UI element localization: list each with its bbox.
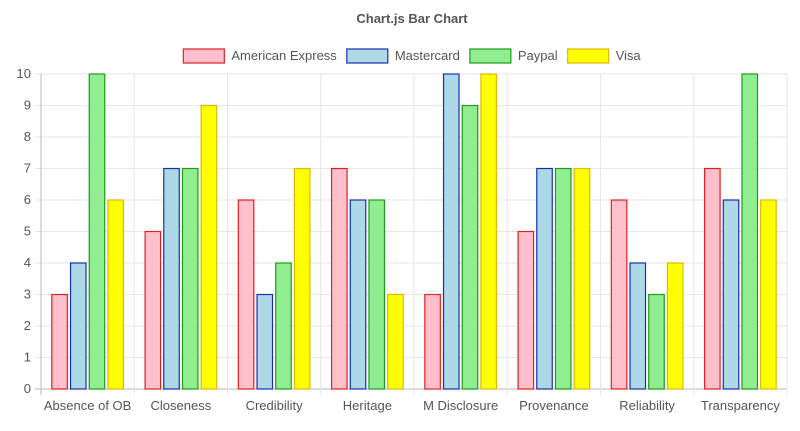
legend-label: Paypal [518, 48, 558, 63]
bar-american-express[interactable] [517, 230, 535, 390]
legend-swatch-american-express[interactable] [182, 48, 225, 64]
bar-american-express[interactable] [51, 293, 68, 390]
bar-mastercard[interactable] [349, 199, 367, 390]
bar-paypal[interactable] [554, 167, 572, 390]
bar-american-express[interactable] [237, 199, 255, 390]
bar-paypal[interactable] [181, 167, 199, 390]
bar-visa[interactable] [200, 104, 218, 390]
legend-label: Visa [616, 48, 642, 63]
y-tick-label: 8 [24, 129, 31, 144]
y-tick-label: 7 [24, 161, 31, 176]
bar-american-express[interactable] [330, 167, 348, 390]
bar-paypal[interactable] [88, 73, 106, 390]
bar-mastercard[interactable] [163, 167, 180, 390]
bar-paypal[interactable] [275, 262, 292, 390]
bar-american-express[interactable] [424, 293, 441, 390]
y-tick-label: 3 [24, 287, 31, 302]
bar-visa[interactable] [573, 167, 591, 390]
bar-paypal[interactable] [368, 199, 386, 390]
bar-visa[interactable] [480, 73, 498, 390]
y-axis: 0 1 2 3 4 5 6 7 8 9 10 [17, 66, 31, 396]
x-tick-label: Reliability [619, 398, 675, 413]
y-tick-label: 1 [24, 350, 31, 365]
y-tick-label: 5 [24, 224, 31, 239]
bar-visa[interactable] [293, 167, 311, 390]
bar-visa[interactable] [107, 199, 125, 390]
bar-american-express[interactable] [703, 167, 721, 390]
x-tick-label: Heritage [343, 398, 392, 413]
legend-swatch-visa[interactable] [567, 48, 610, 64]
bar-american-express[interactable] [144, 230, 162, 390]
bar-paypal[interactable] [461, 104, 479, 390]
x-axis: Absence of OB Closeness Credibility Heritag… [44, 398, 780, 413]
bar-american-express[interactable] [610, 199, 628, 390]
x-tick-label: Absence of OB [44, 398, 131, 413]
bar-mastercard[interactable] [629, 262, 647, 390]
x-tick-label: Credibility [246, 398, 304, 413]
x-tick-label: Closeness [151, 398, 212, 413]
bar-mastercard[interactable] [256, 293, 274, 390]
bar-paypal[interactable] [741, 73, 759, 390]
y-tick-label: 9 [24, 98, 31, 113]
bars [51, 73, 777, 390]
x-tick-label: M Disclosure [423, 398, 498, 413]
y-tick-label: 2 [24, 318, 31, 333]
y-tick-label: 6 [24, 192, 31, 207]
bar-visa[interactable] [666, 262, 684, 390]
bar-paypal[interactable] [648, 293, 665, 390]
bar-mastercard[interactable] [536, 167, 553, 390]
chart-title: Chart.js Bar Chart [356, 11, 468, 26]
legend-swatch-paypal[interactable] [469, 48, 512, 64]
y-tick-label: 4 [24, 255, 31, 270]
x-tick-label: Provenance [519, 398, 588, 413]
legend-label: Mastercard [395, 48, 460, 63]
x-tick-label: Transparency [701, 398, 780, 413]
legend-swatch-mastercard[interactable] [346, 48, 389, 64]
y-tick-label: 0 [24, 381, 31, 396]
legend-label: American Express [231, 48, 337, 63]
legend: American Express Mastercard Paypal Visa [182, 48, 642, 64]
y-tick-label: 10 [17, 66, 31, 81]
bar-visa[interactable] [387, 293, 404, 390]
bar-mastercard[interactable] [69, 262, 87, 390]
bar-mastercard[interactable] [442, 73, 460, 390]
bar-visa[interactable] [760, 199, 777, 390]
bar-mastercard[interactable] [722, 199, 740, 390]
